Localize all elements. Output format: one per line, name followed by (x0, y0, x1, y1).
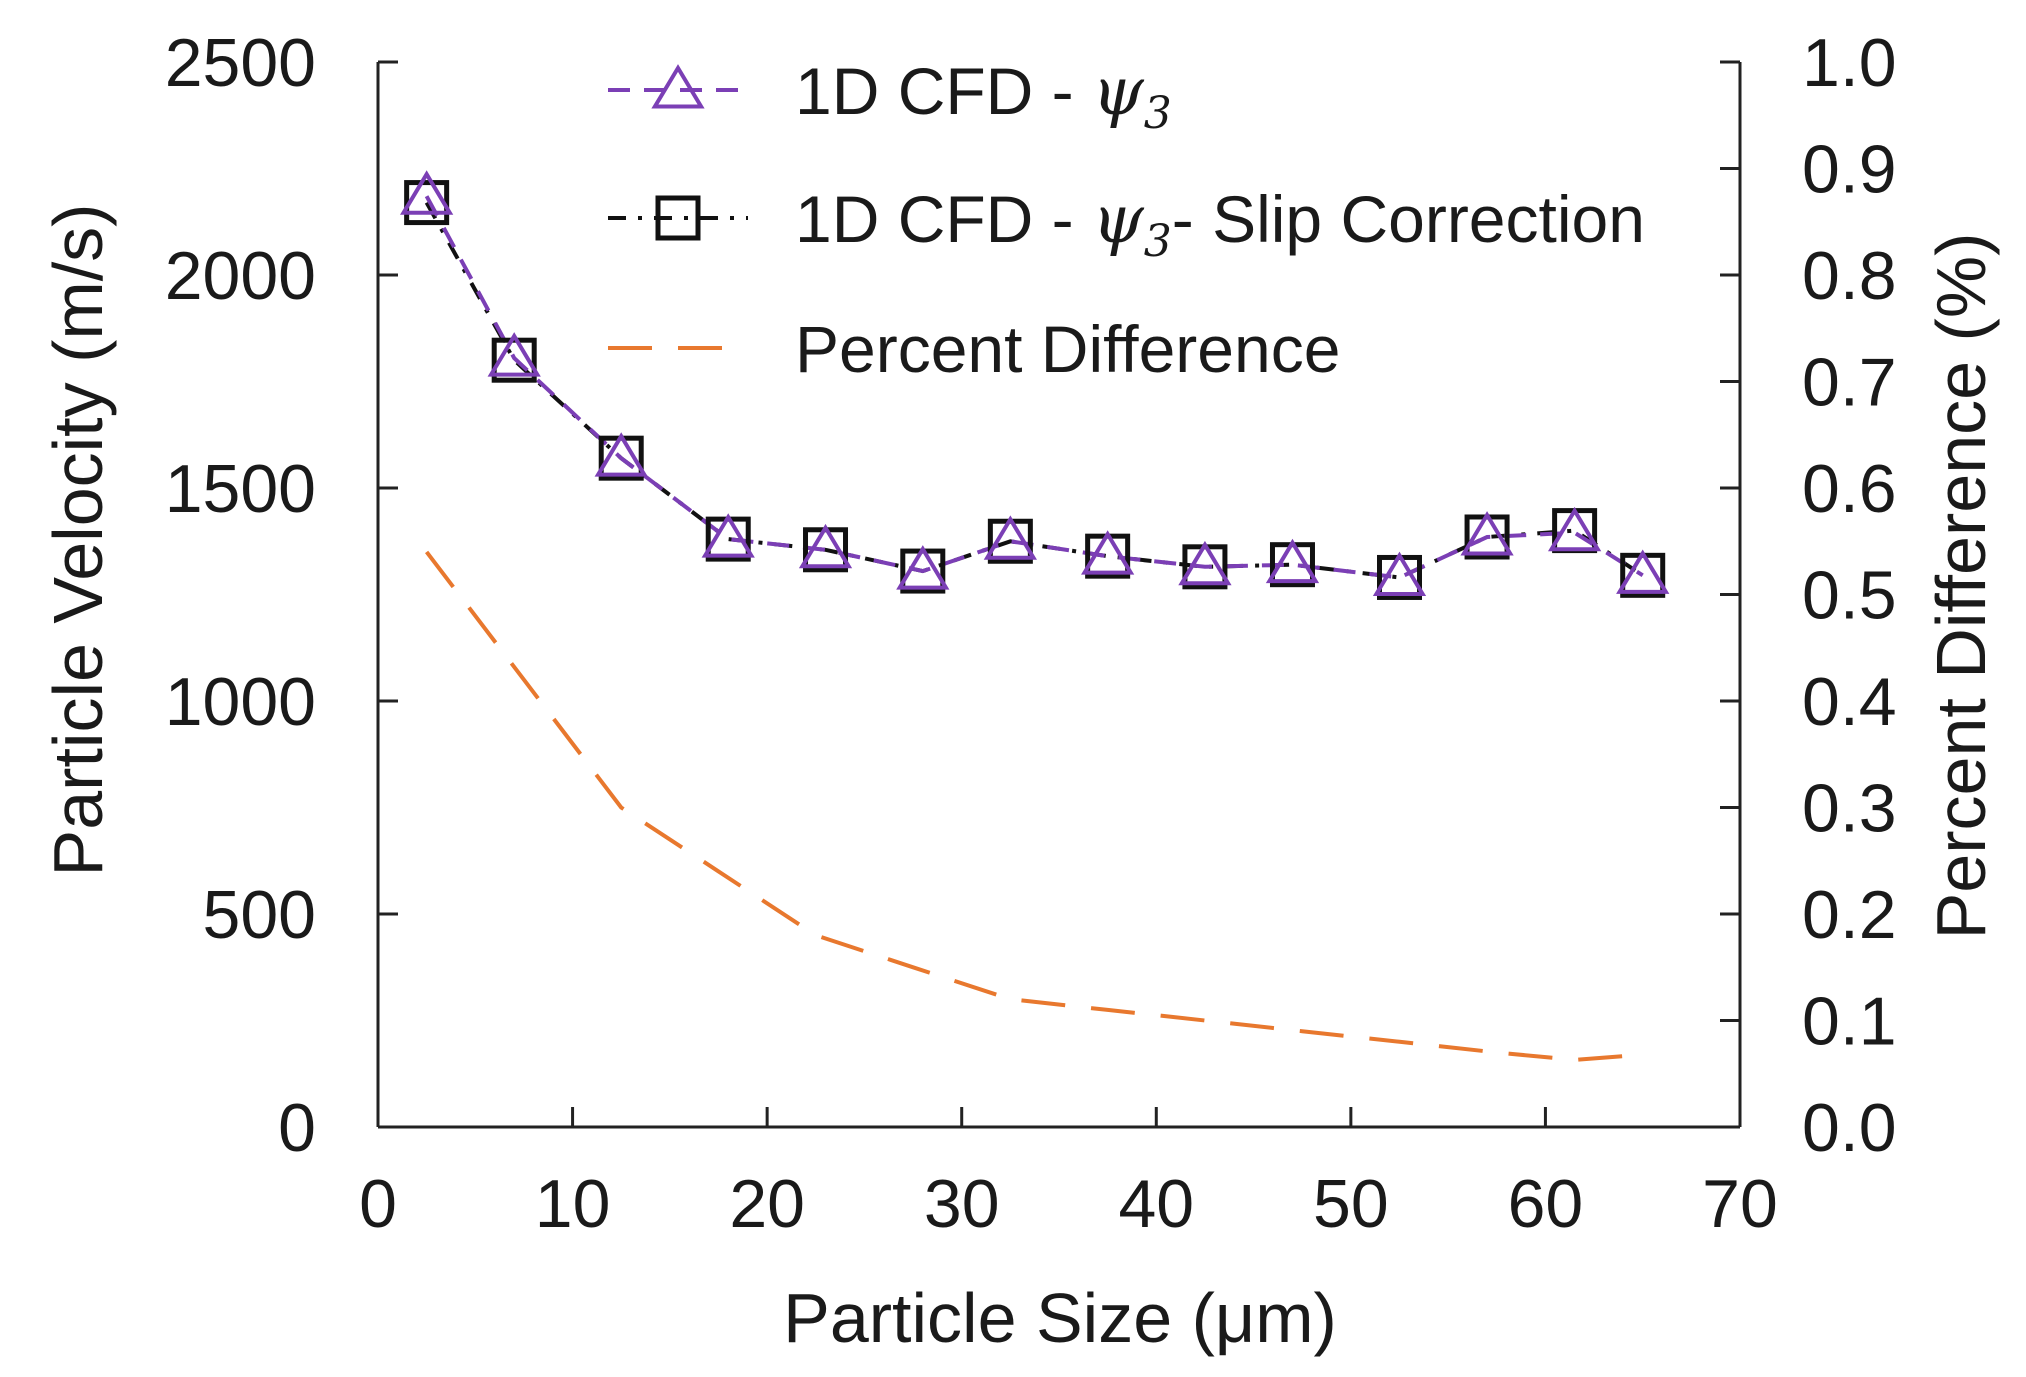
x-axis-title: Particle Size (μm) (783, 1279, 1337, 1357)
x-tick-label: 20 (729, 1166, 805, 1242)
y2-tick-label: 0.3 (1802, 771, 1897, 847)
data-point-triangle (1178, 540, 1232, 586)
y2-tick-label: 0.5 (1802, 558, 1897, 634)
legend: 1D CFD - ψ3 1D CFD - ψ3- Slip Correction P… (608, 53, 1645, 386)
series-line-1 (424, 201, 1644, 580)
data-point-triangle (487, 332, 541, 377)
legend-label-2: Percent Difference (795, 312, 1340, 386)
data-point-triangle (1265, 538, 1320, 584)
series-line-0 (424, 195, 1644, 580)
data-point-triangle (798, 523, 853, 569)
y2-tick-label: 1.0 (1802, 25, 1897, 101)
y2-axis-title: Percent Difference (%) (1922, 233, 2000, 940)
series-layer (400, 170, 1670, 1062)
x-tick-label: 10 (535, 1166, 611, 1242)
y-tick-label: 1000 (165, 664, 316, 740)
y-axis-ticks: 0 500 1000 1500 2000 2500 (165, 25, 398, 1166)
data-point-square (491, 337, 537, 383)
data-point-triangle (1372, 551, 1427, 596)
y2-tick-label: 0.0 (1802, 1090, 1897, 1166)
data-point-triangle (896, 545, 950, 590)
x-tick-label: 60 (1508, 1166, 1584, 1242)
y2-tick-label: 0.9 (1802, 132, 1897, 208)
y2-tick-label: 0.8 (1802, 238, 1897, 314)
y-axis-title: Particle Velocity (m/s) (39, 204, 117, 877)
data-point-triangle (1460, 511, 1514, 556)
y-tick-label: 0 (278, 1090, 316, 1166)
legend-marker-square (655, 195, 701, 241)
x-tick-label: 40 (1118, 1166, 1194, 1242)
data-point-triangle (1081, 530, 1135, 575)
y-tick-label: 2500 (165, 25, 316, 101)
y2-axis-ticks: 0.0 0.1 0.2 0.3 0.4 0.5 0.6 0.7 0.8 0.9 1.0 (1720, 25, 1897, 1166)
legend-label-1: 1D CFD - ψ3- Slip Correction (795, 181, 1645, 267)
data-point-triangle (1616, 549, 1670, 594)
data-point-triangle (983, 515, 1037, 560)
y-tick-label: 2000 (165, 238, 316, 314)
data-point-triangle (594, 432, 648, 477)
y-tick-label: 1500 (165, 451, 316, 527)
data-point-triangle (400, 170, 454, 215)
data-point-square (404, 180, 450, 226)
series-line-2 (425, 550, 1643, 1062)
data-point-triangle (701, 513, 755, 558)
legend-marker-triangle (651, 64, 705, 109)
x-tick-label: 50 (1313, 1166, 1389, 1242)
y2-tick-label: 0.2 (1802, 877, 1897, 953)
x-tick-label: 0 (359, 1166, 397, 1242)
x-tick-label: 30 (924, 1166, 1000, 1242)
legend-label-0: 1D CFD - ψ3 (795, 53, 1172, 139)
y-tick-label: 500 (203, 877, 316, 953)
y2-tick-label: 0.7 (1802, 345, 1897, 421)
y2-tick-label: 0.1 (1802, 984, 1897, 1060)
x-tick-label: 70 (1702, 1166, 1778, 1242)
data-point-triangle (1547, 506, 1602, 552)
x-axis-ticks: 0 10 20 30 40 50 60 70 (359, 1107, 1778, 1242)
y2-tick-label: 0.6 (1802, 451, 1897, 527)
y2-tick-label: 0.4 (1802, 664, 1897, 740)
